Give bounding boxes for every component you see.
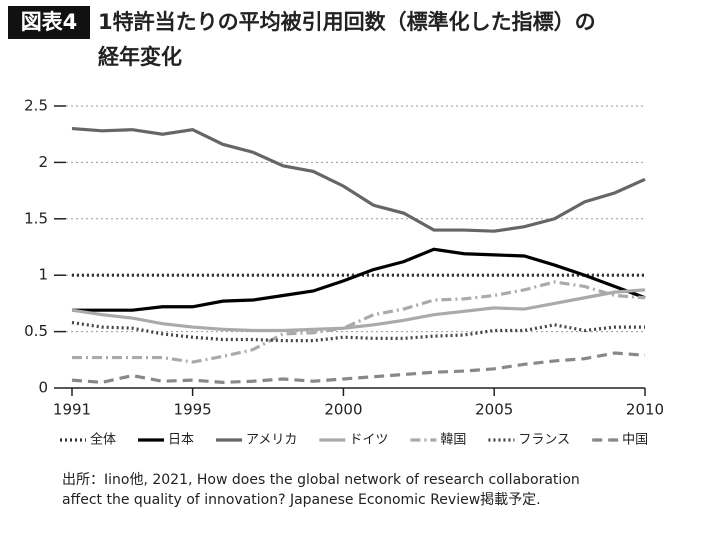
chart-title: 経年変化 [98, 45, 182, 69]
series-line [71, 320, 645, 343]
y-tick-label: 2.5 [24, 97, 48, 115]
badge: 図表4 [21, 10, 78, 34]
legend-label: アメリカ [246, 433, 297, 448]
legend-label: 韓国 [440, 433, 466, 448]
source: 出所：Iino他, 2021, How does the global netw… [62, 472, 580, 488]
x-tick-label: 2005 [475, 401, 513, 419]
x-tick-label: 2000 [324, 401, 362, 419]
legend-label: フランス [518, 433, 570, 448]
y-tick-label: 1.5 [24, 209, 48, 227]
y-tick-label: 0 [38, 379, 48, 397]
legend-label: 日本 [168, 433, 194, 448]
badge-box [8, 6, 90, 39]
series-line [71, 126, 646, 233]
source: affect the quality of innovation? Japane… [62, 492, 541, 508]
y-tick-label: 2 [38, 153, 48, 171]
y-tick-label: 1 [38, 266, 48, 284]
series-line [72, 247, 646, 312]
x-tick-label: 2010 [626, 401, 664, 419]
chart-title: 1特許当たりの平均被引用回数（標準化した指標）の [98, 10, 596, 34]
y-tick-label: 0.5 [24, 322, 48, 340]
series-line [71, 288, 646, 333]
x-tick-label: 1991 [53, 401, 91, 419]
series-line [72, 280, 646, 364]
series-line [71, 351, 646, 384]
legend-label: ドイツ [349, 433, 388, 448]
legend-label: 中国 [622, 433, 648, 448]
x-tick-label: 1995 [174, 401, 212, 419]
legend-label: 全体 [90, 432, 116, 448]
